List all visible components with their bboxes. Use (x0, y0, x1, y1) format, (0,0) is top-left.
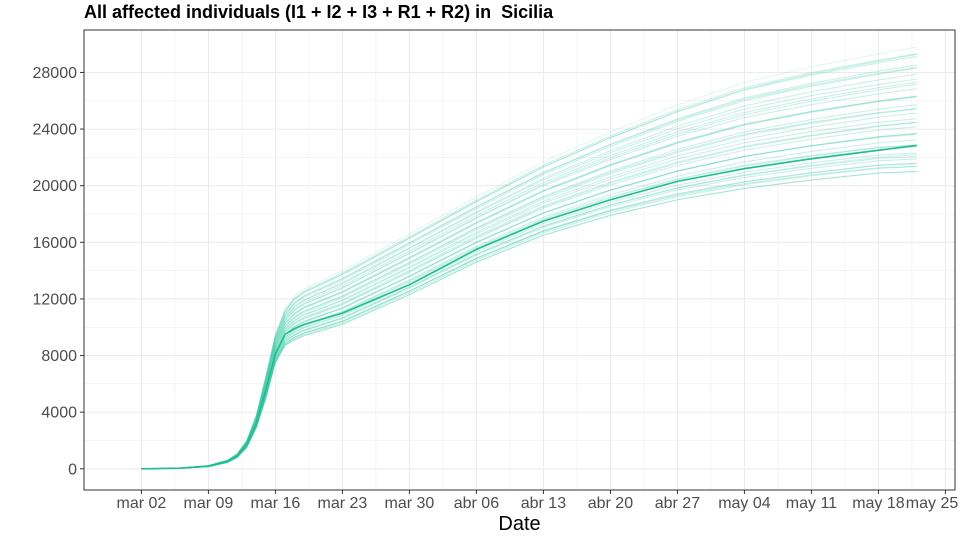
x-tick-label: abr 20 (588, 495, 633, 512)
sample-line (141, 53, 917, 470)
main-line-layer (141, 144, 917, 470)
chart-title: All affected individuals (I1 + I2 + I3 +… (84, 2, 554, 22)
major-gridlines (84, 30, 955, 490)
x-tick-label: abr 13 (521, 495, 566, 512)
sample-line (141, 78, 917, 470)
y-tick-label: 4000 (41, 405, 77, 422)
y-tick-label: 12000 (33, 291, 78, 308)
main-series-line (141, 144, 917, 470)
sample-line (141, 165, 917, 470)
sample-line (141, 66, 917, 470)
y-tick-label: 8000 (41, 348, 77, 365)
sample-line (141, 171, 917, 470)
y-tick-label: 0 (68, 461, 77, 478)
x-axis: mar 02 mar 09 mar 16 mar 23 mar 30 abr 06 abr … (117, 490, 959, 512)
x-tick-label: abr 27 (655, 495, 700, 512)
sample-line (141, 55, 917, 470)
y-tick-label: 16000 (33, 235, 78, 252)
y-tick-label: 24000 (33, 122, 78, 139)
sample-line (141, 64, 917, 470)
sample-line (141, 166, 917, 470)
x-tick-label: may 04 (718, 495, 771, 512)
y-tick-label: 20000 (33, 178, 78, 195)
sample-line (141, 154, 917, 470)
x-tick-label: mar 30 (385, 495, 435, 512)
x-tick-label: mar 16 (251, 495, 301, 512)
y-tick-label: 28000 (33, 65, 78, 82)
x-tick-label: may 11 (786, 495, 837, 512)
sample-line (141, 53, 917, 470)
sample-lines (141, 46, 917, 470)
sample-line (141, 67, 917, 470)
x-tick-label: mar 09 (184, 495, 234, 512)
sample-line (141, 163, 917, 470)
x-tick-label: mar 02 (117, 495, 167, 512)
sample-line (141, 46, 917, 470)
x-tick-label: abr 06 (454, 495, 499, 512)
panel-border (83, 29, 956, 491)
x-tick-label: may 18 (852, 495, 905, 512)
minor-gridlines (84, 30, 955, 490)
x-tick-label: mar 23 (318, 495, 368, 512)
y-axis: 0 4000 8000 12000 16000 20000 24000 28000 (33, 65, 84, 478)
x-tick-label: may 25 (906, 495, 959, 512)
x-axis-title: Date (498, 513, 540, 535)
sample-line (141, 162, 917, 470)
sample-line (141, 171, 917, 470)
sample-line (141, 73, 917, 470)
